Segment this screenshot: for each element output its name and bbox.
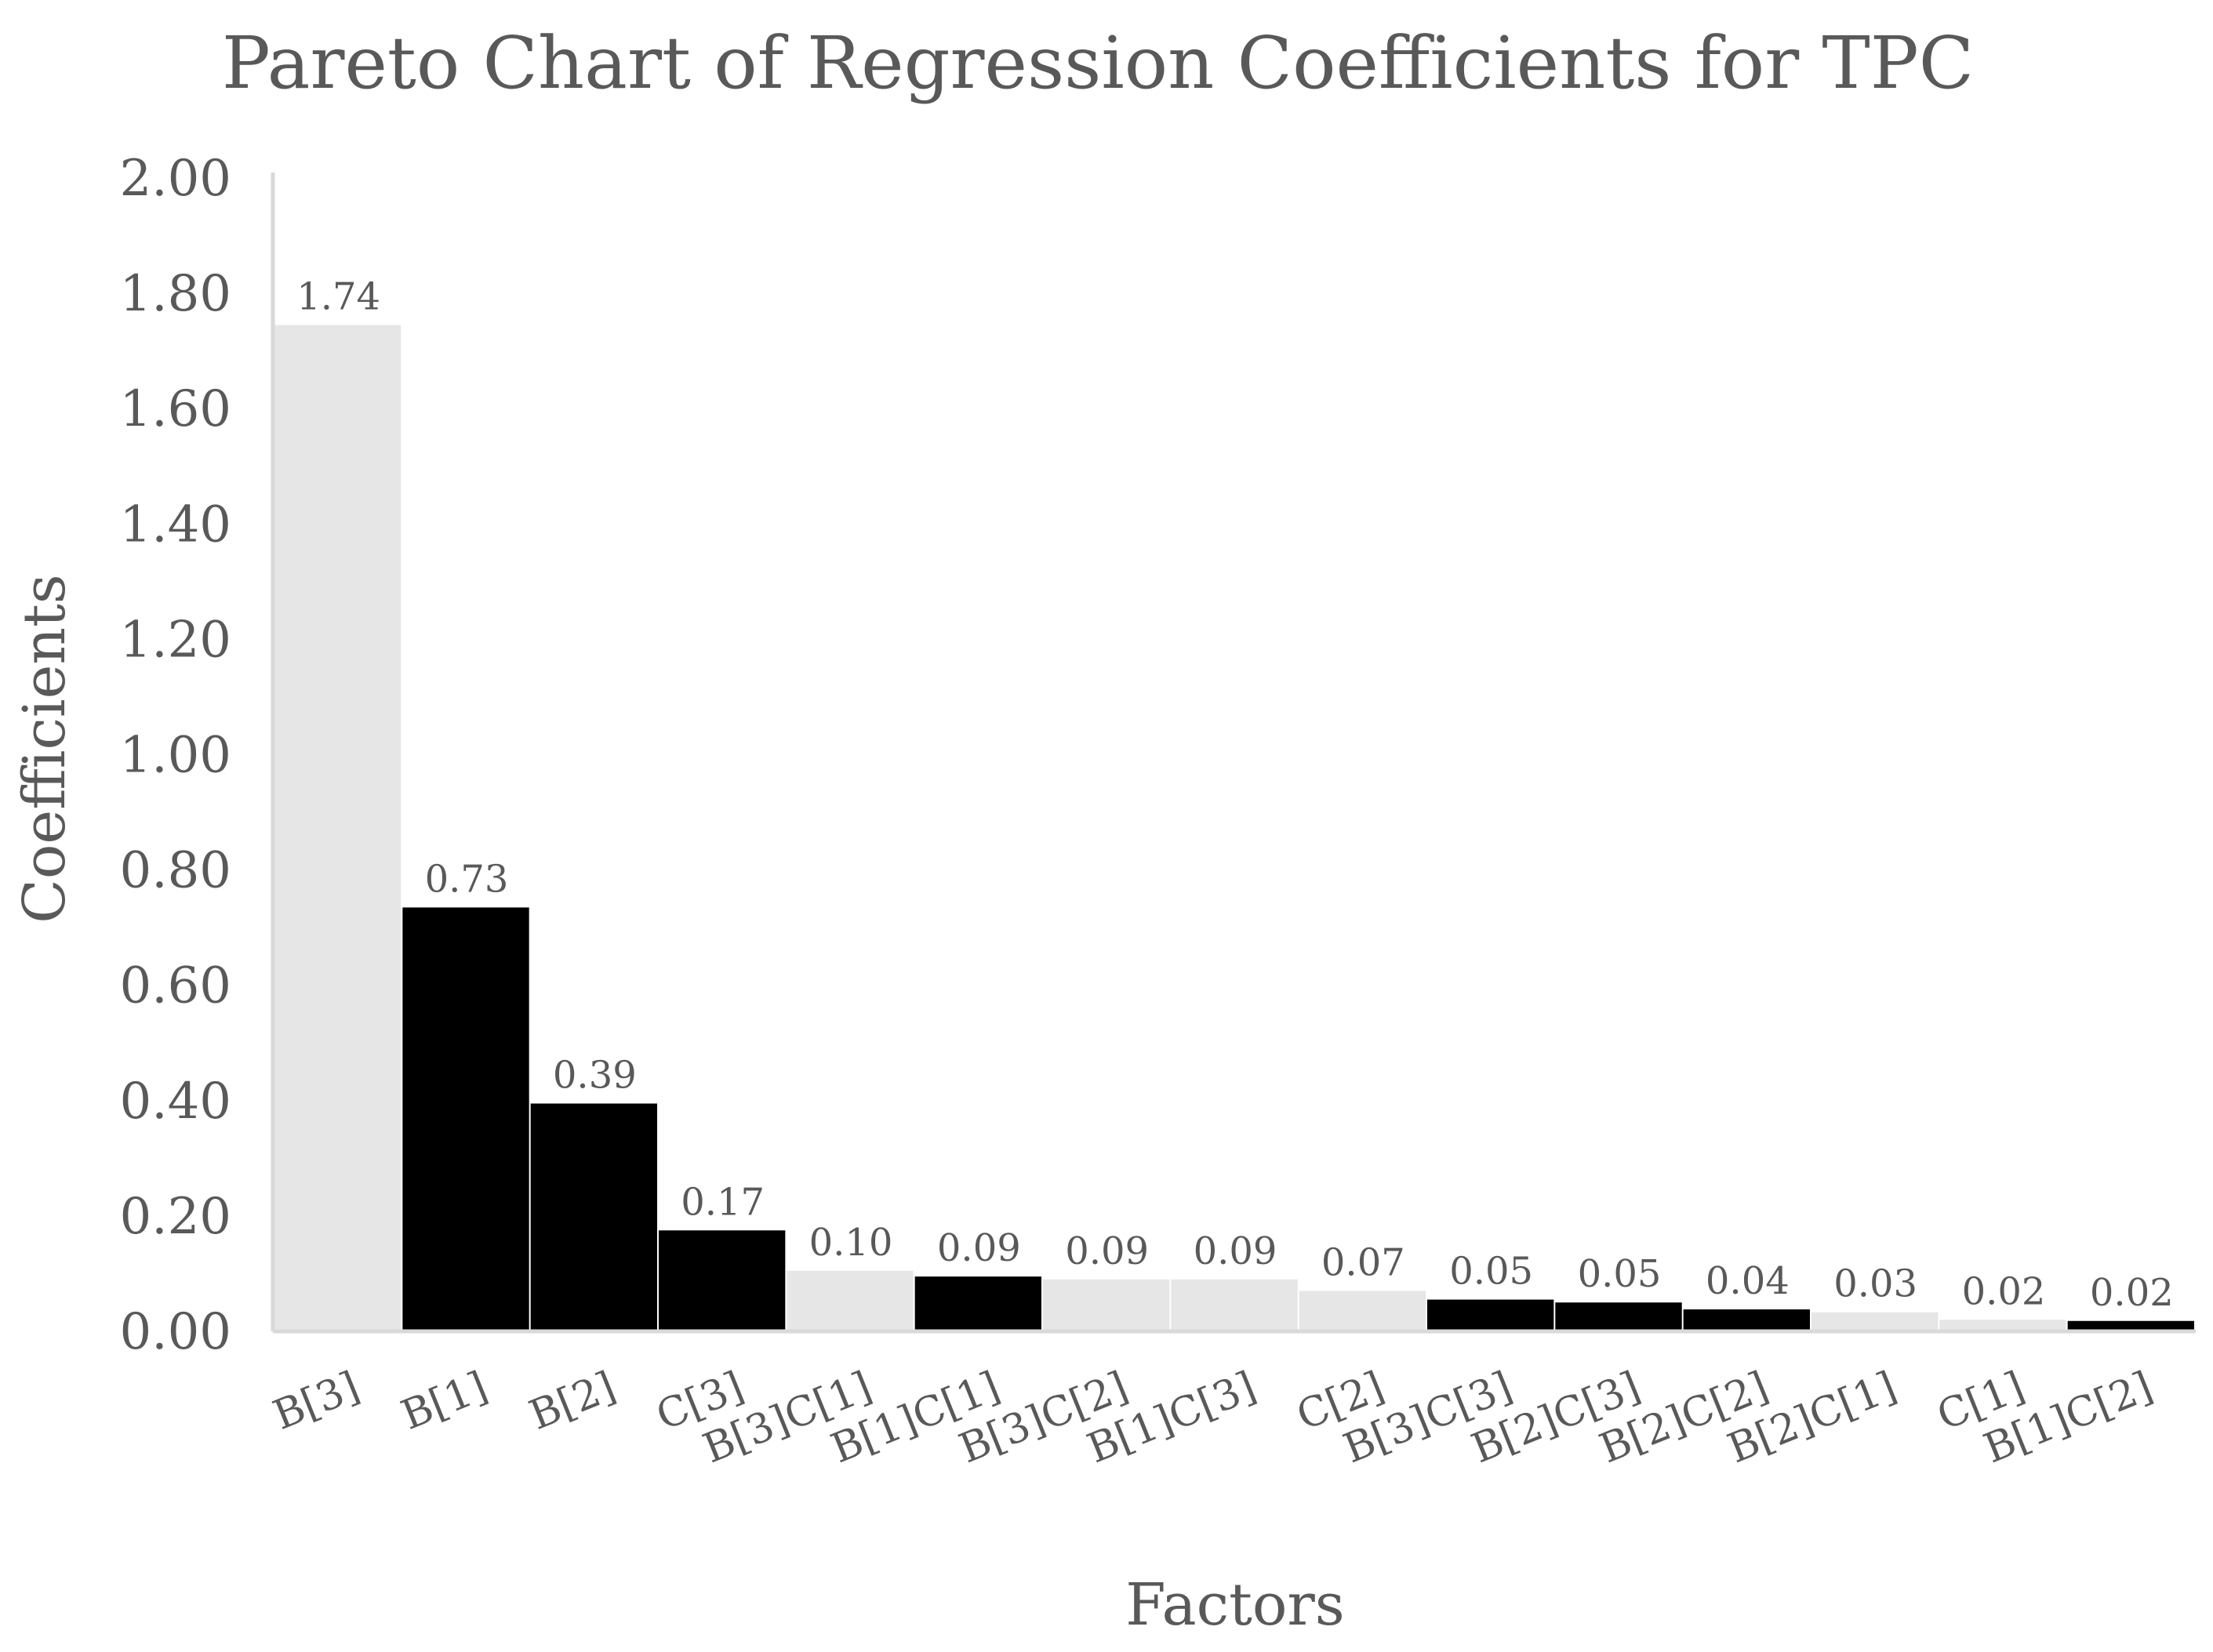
y-tick-label: 1.60 xyxy=(120,380,232,438)
x-tick-label: B[3] xyxy=(267,1363,365,1440)
data-label: 1.74 xyxy=(296,275,380,319)
x-tick-label: B[2] xyxy=(523,1363,622,1440)
data-label: 0.09 xyxy=(1065,1229,1149,1273)
data-label: 0.09 xyxy=(937,1226,1021,1270)
x-axis-title: Factors xyxy=(1125,1571,1345,1639)
y-tick-label: 0.20 xyxy=(120,1188,232,1246)
y-tick-label: 1.40 xyxy=(120,496,232,554)
data-label: 0.07 xyxy=(1321,1241,1405,1285)
y-tick-label: 1.20 xyxy=(120,611,232,669)
data-label: 0.02 xyxy=(1962,1269,2046,1313)
data-label: 0.03 xyxy=(1833,1262,1917,1306)
data-label: 0.39 xyxy=(553,1053,637,1097)
bars-group xyxy=(274,325,2194,1331)
bar xyxy=(530,1103,657,1331)
data-label: 0.17 xyxy=(681,1180,765,1224)
y-axis-ticks: 0.00 0.20 0.40 0.60 0.80 1.00 1.20 1.40 1.60 1.80… xyxy=(120,150,232,1361)
data-label: 0.02 xyxy=(2090,1271,2174,1315)
bar xyxy=(1939,1320,2066,1331)
bar xyxy=(1683,1309,1810,1331)
bar xyxy=(1171,1279,1298,1331)
data-label: 0.05 xyxy=(1449,1250,1533,1294)
y-tick-label: 1.00 xyxy=(120,727,232,785)
y-axis-title: Coefficients xyxy=(11,574,78,923)
y-tick-label: 0.40 xyxy=(120,1073,232,1131)
y-tick-label: 2.00 xyxy=(120,150,232,208)
data-labels-group: 1.74 0.73 0.39 0.17 0.10 0.09 0.09 0.09 0.07 0.05… xyxy=(296,275,2174,1315)
bar xyxy=(1811,1312,1939,1331)
data-label: 0.05 xyxy=(1578,1252,1662,1296)
bar xyxy=(2067,1320,2194,1331)
y-tick-label: 0.00 xyxy=(120,1303,232,1361)
bar xyxy=(1043,1279,1170,1331)
chart-title: Pareto Chart of Regression Coefficients … xyxy=(222,21,1974,105)
bar xyxy=(274,325,402,1331)
x-axis-ticks: B[3] B[1] B[2] C[3]B[3]C[1]B[1]C[1]B[3]C[2]… xyxy=(267,1363,2159,1472)
bar xyxy=(659,1230,786,1331)
bar xyxy=(914,1276,1041,1331)
data-label: 0.73 xyxy=(425,857,509,901)
bar xyxy=(402,907,529,1331)
x-tick-label: B[1] xyxy=(395,1363,494,1440)
bar xyxy=(1299,1291,1426,1331)
data-label: 0.10 xyxy=(809,1221,893,1265)
data-label: 0.09 xyxy=(1194,1229,1277,1273)
bar xyxy=(1427,1299,1554,1331)
bar xyxy=(787,1270,914,1331)
y-tick-label: 1.80 xyxy=(120,265,232,323)
bar xyxy=(1555,1302,1682,1331)
data-label: 0.04 xyxy=(1706,1259,1790,1303)
y-tick-label: 0.60 xyxy=(120,957,232,1015)
y-tick-label: 0.80 xyxy=(120,842,232,900)
